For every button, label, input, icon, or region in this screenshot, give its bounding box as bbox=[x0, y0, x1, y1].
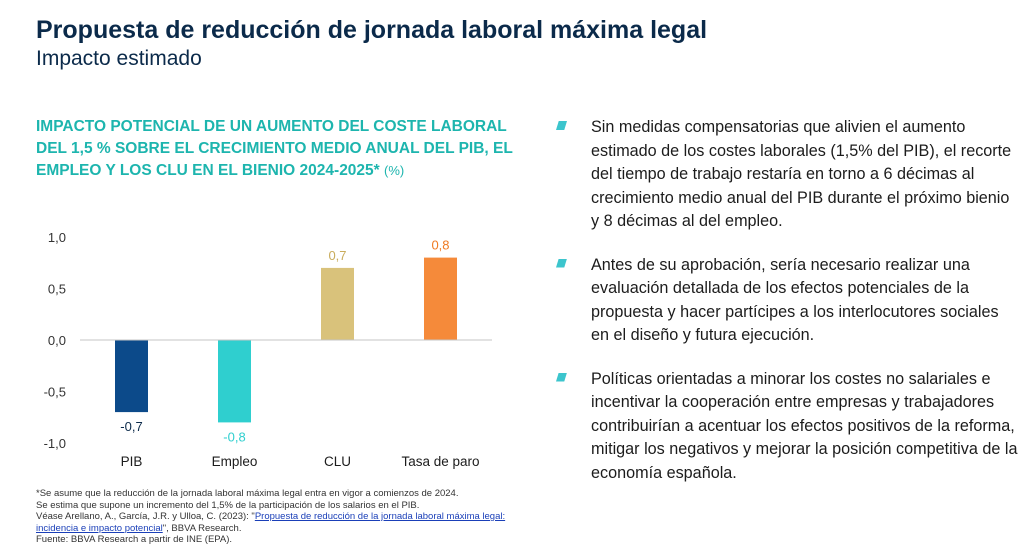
y-tick-label: -0,5 bbox=[44, 385, 66, 400]
bullet-item: Sin medidas compensatorias que alivien e… bbox=[556, 116, 1018, 234]
note-line-2: Se estima que supone un incremento del 1… bbox=[36, 499, 420, 511]
y-tick-label: 0,5 bbox=[48, 282, 66, 297]
bullet-item: Antes de su aprobación, sería necesario … bbox=[556, 254, 1018, 348]
bullet-text: Políticas orientadas a minorar los coste… bbox=[591, 369, 1018, 482]
page-title: Propuesta de reducción de jornada labora… bbox=[36, 16, 708, 44]
bullet-item: Políticas orientadas a minorar los coste… bbox=[556, 368, 1018, 486]
y-tick-label: 1,0 bbox=[48, 230, 66, 245]
bullet-marker-icon bbox=[556, 372, 567, 382]
key-points-list: Sin medidas compensatorias que alivien e… bbox=[556, 116, 1018, 505]
chart-notes: *Se asume que la reducción de la jornada… bbox=[36, 488, 516, 546]
bar-clu bbox=[321, 267, 354, 340]
bullet-marker-icon bbox=[556, 258, 567, 268]
note-reference-suffix: ", BBVA Research. bbox=[162, 522, 242, 534]
data-label: 0,8 bbox=[431, 238, 449, 253]
x-category-label: CLU bbox=[324, 454, 351, 469]
bar-empleo bbox=[218, 340, 251, 423]
bar-pib bbox=[115, 340, 148, 413]
bar-tasa-de-paro bbox=[424, 257, 457, 340]
x-category-label: Tasa de paro bbox=[401, 454, 479, 469]
bullet-text: Sin medidas compensatorias que alivien e… bbox=[591, 118, 1012, 230]
x-category-label: Empleo bbox=[212, 454, 258, 469]
bullet-marker-icon bbox=[556, 121, 567, 130]
y-tick-label: 0,0 bbox=[48, 333, 66, 348]
data-label: -0,8 bbox=[223, 429, 245, 444]
page-subtitle: Impacto estimado bbox=[36, 47, 202, 70]
note-line-1: *Se asume que la reducción de la jornada… bbox=[36, 488, 459, 499]
note-line-3: Véase Arellano, A., García, J.R. y Ulloa… bbox=[36, 511, 516, 534]
x-category-label: PIB bbox=[121, 454, 143, 469]
data-label: -0,7 bbox=[120, 419, 142, 434]
note-reference-prefix: Véase Arellano, A., García, J.R. y Ulloa… bbox=[36, 511, 255, 522]
chart-heading-text: IMPACTO POTENCIAL DE UN AUMENTO DEL COST… bbox=[36, 118, 513, 179]
chart-heading-unit: (%) bbox=[384, 163, 405, 178]
bullet-text: Antes de su aprobación, sería necesario … bbox=[591, 255, 999, 345]
y-tick-label: -1,0 bbox=[44, 436, 66, 451]
note-source: Fuente: BBVA Research a partir de INE (E… bbox=[36, 534, 233, 545]
data-label: 0,7 bbox=[328, 248, 346, 263]
chart-heading: IMPACTO POTENCIAL DE UN AUMENTO DEL COST… bbox=[36, 116, 516, 182]
bar-chart: 1,0 0,5 0,0 -0,5 -1,0 -0,7 PIB -0,8 Empleo 0,7 CLU… bbox=[44, 230, 492, 469]
report-link[interactable]: Propuesta de reducción de la jornada lab… bbox=[36, 511, 506, 534]
